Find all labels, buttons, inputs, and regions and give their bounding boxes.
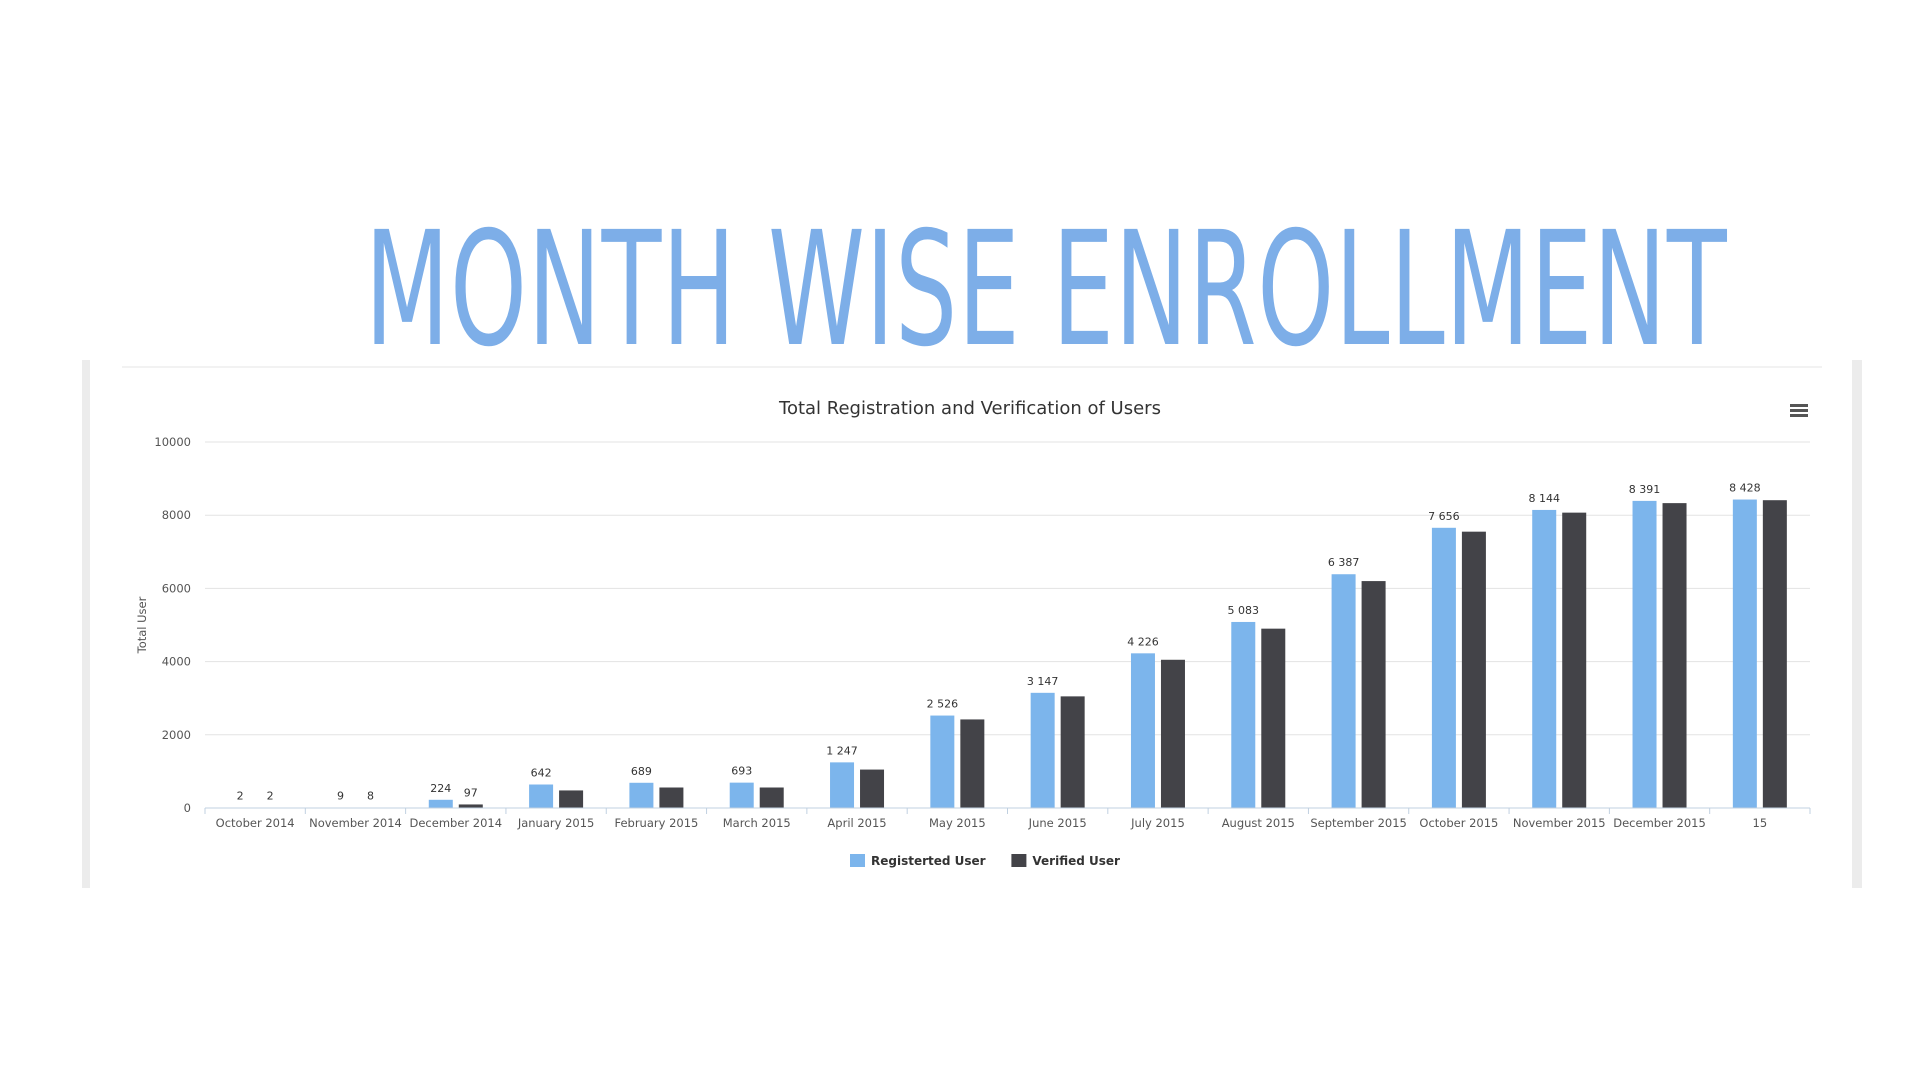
data-label: 4 226 bbox=[1127, 635, 1159, 648]
x-tick-label: March 2015 bbox=[723, 816, 791, 830]
y-tick-label: 8000 bbox=[162, 508, 191, 522]
bar-verified[interactable] bbox=[860, 769, 885, 808]
y-tick-label: 2000 bbox=[162, 728, 191, 742]
slide-title: MONTH WISE ENROLLMENT bbox=[364, 198, 1728, 382]
data-label: 2 bbox=[267, 790, 274, 803]
bar-verified[interactable] bbox=[1261, 628, 1286, 808]
bar-verified[interactable] bbox=[659, 787, 684, 808]
x-tick-label: November 2014 bbox=[309, 816, 402, 830]
legend-label: Registerted User bbox=[871, 854, 986, 868]
bars bbox=[228, 499, 1787, 808]
bar-verified[interactable] bbox=[1662, 503, 1687, 808]
bar-verified[interactable] bbox=[960, 719, 985, 808]
legend-swatch bbox=[850, 854, 865, 867]
x-tick-label: July 2015 bbox=[1130, 816, 1185, 830]
chart-menu-icon[interactable] bbox=[1790, 404, 1808, 418]
legend-label: Verified User bbox=[1032, 854, 1120, 868]
data-label: 693 bbox=[731, 765, 752, 778]
bar-verified[interactable] bbox=[559, 790, 584, 808]
bar-registered[interactable] bbox=[1030, 692, 1055, 808]
chart-container-top-edge bbox=[122, 366, 1822, 368]
data-label: 1 247 bbox=[826, 744, 858, 757]
bar-verified[interactable] bbox=[759, 787, 784, 808]
bar-registered[interactable] bbox=[1732, 499, 1757, 808]
data-label: 8 bbox=[367, 790, 374, 803]
data-label: 9 bbox=[337, 790, 344, 803]
bar-registered[interactable] bbox=[428, 799, 453, 808]
bar-registered[interactable] bbox=[1130, 653, 1155, 808]
bar-registered[interactable] bbox=[1532, 509, 1557, 808]
bar-registered[interactable] bbox=[1431, 527, 1456, 808]
x-tick-label: September 2015 bbox=[1310, 816, 1407, 830]
bar-verified[interactable] bbox=[1060, 696, 1085, 808]
data-labels: 2 2 9 8 224 97 642 689 693 1 247 2 526 3 147 4 226 5 … bbox=[237, 482, 1761, 803]
bar-registered[interactable] bbox=[729, 782, 754, 808]
y-tick-label: 10000 bbox=[154, 435, 191, 449]
bar-verified[interactable] bbox=[1461, 531, 1486, 808]
bar-registered[interactable] bbox=[830, 762, 855, 808]
data-label: 97 bbox=[464, 786, 478, 799]
x-tick-label: June 2015 bbox=[1028, 816, 1087, 830]
data-label: 8 428 bbox=[1729, 482, 1761, 495]
data-label: 2 526 bbox=[927, 698, 959, 711]
data-label: 8 391 bbox=[1629, 483, 1661, 496]
x-tick-label: October 2014 bbox=[216, 816, 295, 830]
x-tick-label: May 2015 bbox=[929, 816, 986, 830]
chart-title: Total Registration and Verification of U… bbox=[778, 398, 1161, 419]
y-tick-label: 4000 bbox=[162, 655, 191, 669]
data-label: 642 bbox=[531, 767, 552, 780]
bar-registered[interactable] bbox=[1231, 621, 1256, 808]
legend-item[interactable]: Registerted User bbox=[850, 854, 986, 868]
data-label: 8 144 bbox=[1528, 492, 1560, 505]
x-tick-label: April 2015 bbox=[827, 816, 886, 830]
bar-verified[interactable] bbox=[1762, 500, 1787, 808]
x-tick-label: October 2015 bbox=[1419, 816, 1498, 830]
data-label: 689 bbox=[631, 765, 652, 778]
bar-registered[interactable] bbox=[529, 784, 554, 808]
bar-verified[interactable] bbox=[1160, 659, 1185, 808]
x-tick-label: November 2015 bbox=[1513, 816, 1606, 830]
y-tick-label: 0 bbox=[184, 801, 191, 815]
data-label: 5 083 bbox=[1228, 604, 1260, 617]
data-label: 2 bbox=[237, 790, 244, 803]
data-label: 7 656 bbox=[1428, 510, 1460, 523]
x-axis: October 2014 November 2014 December 2014 Ja… bbox=[204, 807, 1811, 830]
data-label: 224 bbox=[430, 782, 451, 795]
data-label: 3 147 bbox=[1027, 675, 1059, 688]
bar-registered[interactable] bbox=[930, 715, 955, 808]
bar-registered[interactable] bbox=[629, 782, 654, 808]
legend[interactable]: Registerted User Verified User bbox=[850, 854, 1120, 868]
bar-verified[interactable] bbox=[1361, 581, 1386, 808]
x-tick-label: February 2015 bbox=[614, 816, 698, 830]
bar-registered[interactable] bbox=[1331, 574, 1356, 808]
bar-registered[interactable] bbox=[1632, 500, 1657, 808]
x-tick-label: December 2014 bbox=[410, 816, 503, 830]
x-tick-label: January 2015 bbox=[517, 816, 595, 830]
legend-item[interactable]: Verified User bbox=[1011, 854, 1120, 868]
data-label: 6 387 bbox=[1328, 556, 1360, 569]
x-tick-label: 15 bbox=[1753, 816, 1768, 830]
bar-verified[interactable] bbox=[1562, 512, 1587, 808]
x-tick-label: December 2015 bbox=[1613, 816, 1706, 830]
y-tick-label: 6000 bbox=[162, 581, 191, 595]
bar-verified[interactable] bbox=[458, 804, 483, 808]
x-tick-label: August 2015 bbox=[1222, 816, 1295, 830]
y-axis-title: Total User bbox=[135, 596, 149, 654]
legend-swatch bbox=[1011, 854, 1027, 867]
